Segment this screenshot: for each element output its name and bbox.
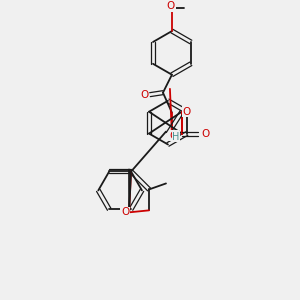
- Text: O: O: [202, 129, 210, 139]
- Text: O: O: [170, 130, 178, 140]
- Text: O: O: [183, 107, 191, 117]
- Text: H: H: [172, 132, 180, 142]
- Text: O: O: [121, 207, 129, 217]
- Text: O: O: [140, 90, 148, 100]
- Text: O: O: [167, 1, 175, 11]
